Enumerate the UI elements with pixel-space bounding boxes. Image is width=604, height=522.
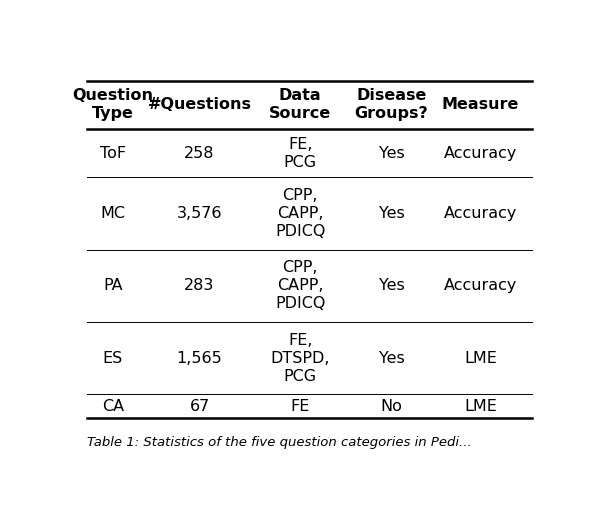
Text: No: No — [381, 399, 402, 414]
Text: 283: 283 — [184, 278, 215, 293]
Text: Measure: Measure — [442, 97, 519, 112]
Text: FE: FE — [291, 399, 310, 414]
Text: CPP,
CAPP,
PDICQ: CPP, CAPP, PDICQ — [275, 188, 326, 239]
Text: 258: 258 — [184, 146, 215, 161]
Text: LME: LME — [464, 351, 497, 365]
Text: Yes: Yes — [379, 146, 404, 161]
Text: 67: 67 — [190, 399, 210, 414]
Text: ES: ES — [103, 351, 123, 365]
Text: CPP,
CAPP,
PDICQ: CPP, CAPP, PDICQ — [275, 260, 326, 311]
Text: Accuracy: Accuracy — [444, 146, 517, 161]
Text: FE,
DTSPD,
PCG: FE, DTSPD, PCG — [271, 333, 330, 384]
Text: PA: PA — [103, 278, 123, 293]
Text: Data
Source: Data Source — [269, 88, 332, 121]
Text: ToF: ToF — [100, 146, 126, 161]
Text: 3,576: 3,576 — [177, 206, 222, 221]
Text: Question
Type: Question Type — [72, 88, 153, 121]
Text: Yes: Yes — [379, 351, 404, 365]
Text: Table 1: Statistics of the five question categories in Pedi...: Table 1: Statistics of the five question… — [87, 436, 472, 449]
Text: FE,
PCG: FE, PCG — [284, 137, 316, 170]
Text: MC: MC — [100, 206, 126, 221]
Text: 1,565: 1,565 — [177, 351, 222, 365]
Text: Accuracy: Accuracy — [444, 206, 517, 221]
Text: #Questions: #Questions — [147, 97, 251, 112]
Text: Accuracy: Accuracy — [444, 278, 517, 293]
Text: Yes: Yes — [379, 278, 404, 293]
Text: Yes: Yes — [379, 206, 404, 221]
Text: Disease
Groups?: Disease Groups? — [355, 88, 428, 121]
Text: CA: CA — [102, 399, 124, 414]
Text: LME: LME — [464, 399, 497, 414]
